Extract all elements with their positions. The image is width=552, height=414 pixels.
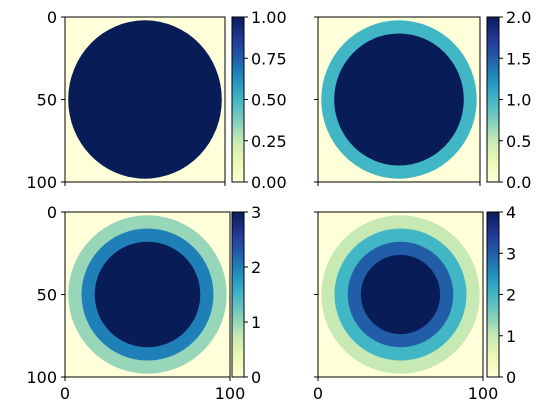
colorbar-tick-label: 0: [506, 368, 516, 387]
colorbar-tick-label: 0.5: [506, 132, 531, 151]
colorbar-tick-label: 0.00: [251, 173, 287, 192]
subplot-4: 0 100 0 1 2 3 4: [313, 203, 516, 403]
y-tick-label: 0: [47, 8, 57, 27]
x-tick-label: 0: [60, 384, 70, 403]
colorbar-tick-label: 2: [251, 258, 261, 277]
colorbar-tick-label: 2.0: [506, 8, 531, 27]
colorbar-tick-label: 0.25: [251, 132, 287, 151]
colorbar: [486, 211, 500, 378]
x-tick-label: 100: [215, 384, 246, 403]
colorbar-tick-label: 0.75: [251, 49, 287, 68]
y-tick-label: 100: [26, 368, 57, 387]
colorbar-tick-label: 1.0: [506, 91, 531, 110]
colorbar-tick-label: 1.00: [251, 8, 287, 27]
subplot-1: 0 50 100 0.00 0.25 0.50 0.75 1.00: [26, 8, 286, 192]
disk-level-1: [68, 20, 222, 179]
colorbar-tick-label: 3: [251, 203, 261, 222]
x-tick-label: 0: [313, 384, 323, 403]
colorbar-tick-label: 1: [506, 327, 516, 346]
colorbar-tick-label: 1.5: [506, 49, 531, 68]
colorbar: [231, 16, 245, 183]
y-tick-label: 0: [47, 203, 57, 222]
colorbar: [231, 211, 245, 378]
colorbar-tick-label: 2: [506, 286, 516, 305]
colorbar-tick-label: 0: [251, 368, 261, 387]
y-tick-label: 100: [26, 173, 57, 192]
y-tick-label: 50: [37, 91, 57, 110]
y-tick-label: 50: [37, 286, 57, 305]
colorbar-tick-label: 1: [251, 313, 261, 332]
colorbar-tick-label: 3: [506, 244, 516, 263]
disk-level-3: [94, 241, 201, 348]
colorbar-tick-label: 0.0: [506, 173, 531, 192]
colorbar-tick-label: 4: [506, 203, 516, 222]
colorbar: [486, 16, 500, 183]
disk-level-4: [360, 254, 441, 335]
subplot-2: 0.0 0.5 1.0 1.5 2.0: [314, 8, 531, 192]
x-tick-label: 100: [468, 384, 499, 403]
colorbar-tick-label: 0.50: [251, 91, 287, 110]
disk-level-2: [334, 33, 464, 166]
